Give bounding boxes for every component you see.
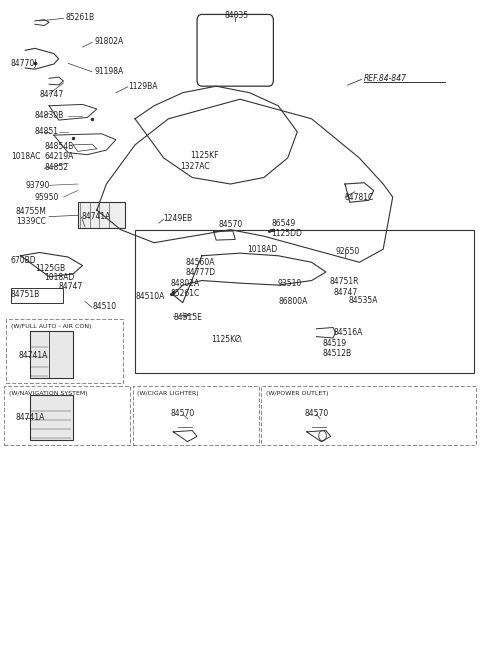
- Text: 84835: 84835: [225, 11, 249, 20]
- Text: 84560A: 84560A: [185, 258, 215, 267]
- Text: 84570: 84570: [171, 409, 195, 418]
- Text: 91198A: 91198A: [95, 67, 124, 76]
- Text: (W/POWER OUTLET): (W/POWER OUTLET): [266, 392, 329, 396]
- Text: 86549: 86549: [271, 219, 295, 228]
- Text: 64219A: 64219A: [44, 152, 74, 161]
- Text: 84854B: 84854B: [44, 141, 73, 151]
- Bar: [135, 230, 474, 373]
- Text: 1129BA: 1129BA: [128, 82, 157, 90]
- Bar: [132, 386, 259, 445]
- Text: 1018AD: 1018AD: [247, 245, 277, 253]
- Text: 1327AC: 1327AC: [180, 162, 210, 171]
- FancyBboxPatch shape: [197, 14, 274, 86]
- Text: 91802A: 91802A: [95, 37, 124, 47]
- Text: 670BD: 670BD: [11, 257, 36, 265]
- Text: 84535A: 84535A: [349, 295, 378, 305]
- Text: 84570: 84570: [304, 409, 329, 418]
- Text: 84519: 84519: [322, 339, 346, 348]
- Text: 84512B: 84512B: [322, 349, 351, 358]
- Text: 84515E: 84515E: [173, 312, 202, 322]
- Text: 84777D: 84777D: [185, 267, 215, 276]
- Bar: [11, 288, 63, 303]
- Text: 92650: 92650: [336, 247, 360, 255]
- Bar: [262, 386, 476, 445]
- Text: 1125DD: 1125DD: [271, 229, 302, 238]
- Text: 86800A: 86800A: [278, 297, 308, 306]
- Text: 1018AD: 1018AD: [44, 272, 74, 282]
- Text: 1018AC: 1018AC: [11, 152, 40, 161]
- Text: 84747: 84747: [59, 282, 83, 291]
- Text: 1339CC: 1339CC: [16, 217, 46, 227]
- Text: 84741A: 84741A: [82, 212, 111, 221]
- Text: 1125GB: 1125GB: [35, 264, 65, 272]
- Text: 1125KC: 1125KC: [211, 335, 240, 344]
- Text: 84770J: 84770J: [11, 59, 37, 68]
- Bar: [6, 319, 123, 383]
- Text: 85261B: 85261B: [66, 13, 95, 22]
- Text: 1249EB: 1249EB: [164, 214, 193, 223]
- Text: (W/CIGAR LIGHTER): (W/CIGAR LIGHTER): [137, 392, 199, 396]
- Text: 84851: 84851: [35, 127, 59, 136]
- Text: 84570: 84570: [218, 220, 243, 229]
- Text: (W/FULL AUTO - AIR CON): (W/FULL AUTO - AIR CON): [11, 324, 91, 329]
- Text: 84755M: 84755M: [16, 207, 47, 216]
- Text: 84747: 84747: [39, 90, 64, 98]
- Text: 84741A: 84741A: [16, 413, 45, 422]
- Bar: [4, 386, 130, 445]
- Text: 84510A: 84510A: [135, 291, 164, 301]
- Bar: [30, 331, 73, 379]
- Text: 84747: 84747: [333, 288, 357, 297]
- Text: 93790: 93790: [25, 181, 49, 190]
- Text: 84741A: 84741A: [18, 351, 48, 360]
- Text: 84802A: 84802A: [171, 278, 200, 288]
- Bar: [78, 202, 125, 229]
- Text: 1125KF: 1125KF: [190, 151, 218, 160]
- Text: 84751B: 84751B: [11, 290, 40, 299]
- Text: 84751R: 84751R: [330, 277, 359, 286]
- Text: 95950: 95950: [35, 193, 59, 202]
- Text: (W/NAVIGATION SYSTEM): (W/NAVIGATION SYSTEM): [9, 392, 87, 396]
- Bar: [30, 395, 73, 440]
- Text: 84830B: 84830B: [35, 111, 64, 120]
- Text: 84852: 84852: [44, 163, 68, 172]
- Text: REF.84-847: REF.84-847: [364, 74, 407, 83]
- Text: 85261C: 85261C: [171, 289, 200, 298]
- Text: 84781C: 84781C: [345, 193, 374, 202]
- Text: 84510: 84510: [92, 302, 116, 311]
- Text: 84516A: 84516A: [333, 328, 362, 337]
- Text: 93510: 93510: [277, 278, 301, 288]
